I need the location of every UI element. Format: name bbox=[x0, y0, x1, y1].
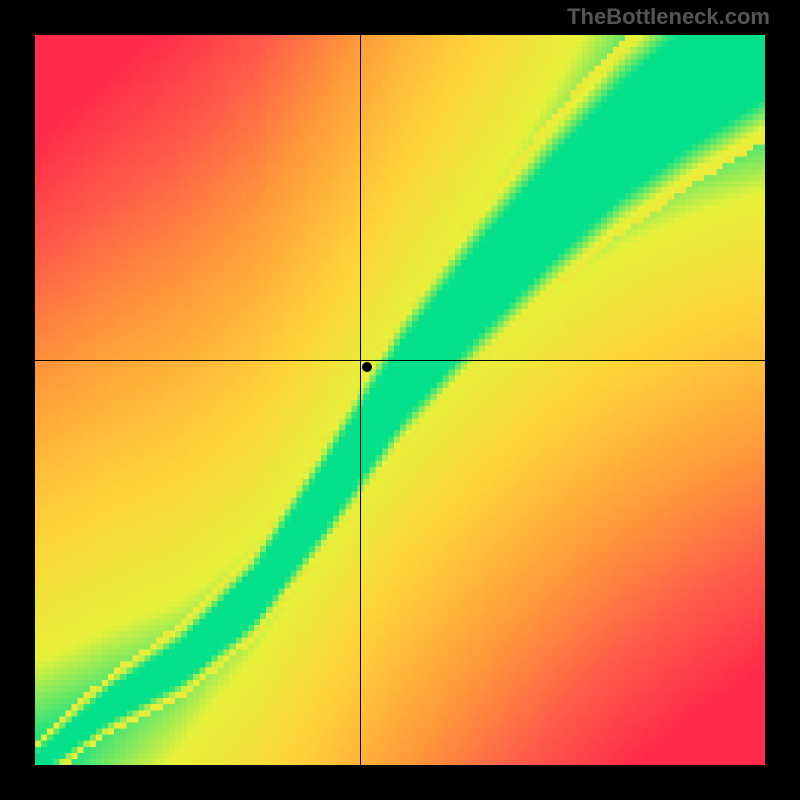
crosshair-horizontal bbox=[35, 360, 765, 361]
crosshair-vertical bbox=[360, 35, 361, 765]
chart-frame: TheBottleneck.com bbox=[0, 0, 800, 800]
heatmap-plot bbox=[35, 35, 765, 765]
heatmap-canvas bbox=[35, 35, 765, 765]
watermark-text: TheBottleneck.com bbox=[567, 4, 770, 30]
data-point-marker bbox=[362, 362, 372, 372]
